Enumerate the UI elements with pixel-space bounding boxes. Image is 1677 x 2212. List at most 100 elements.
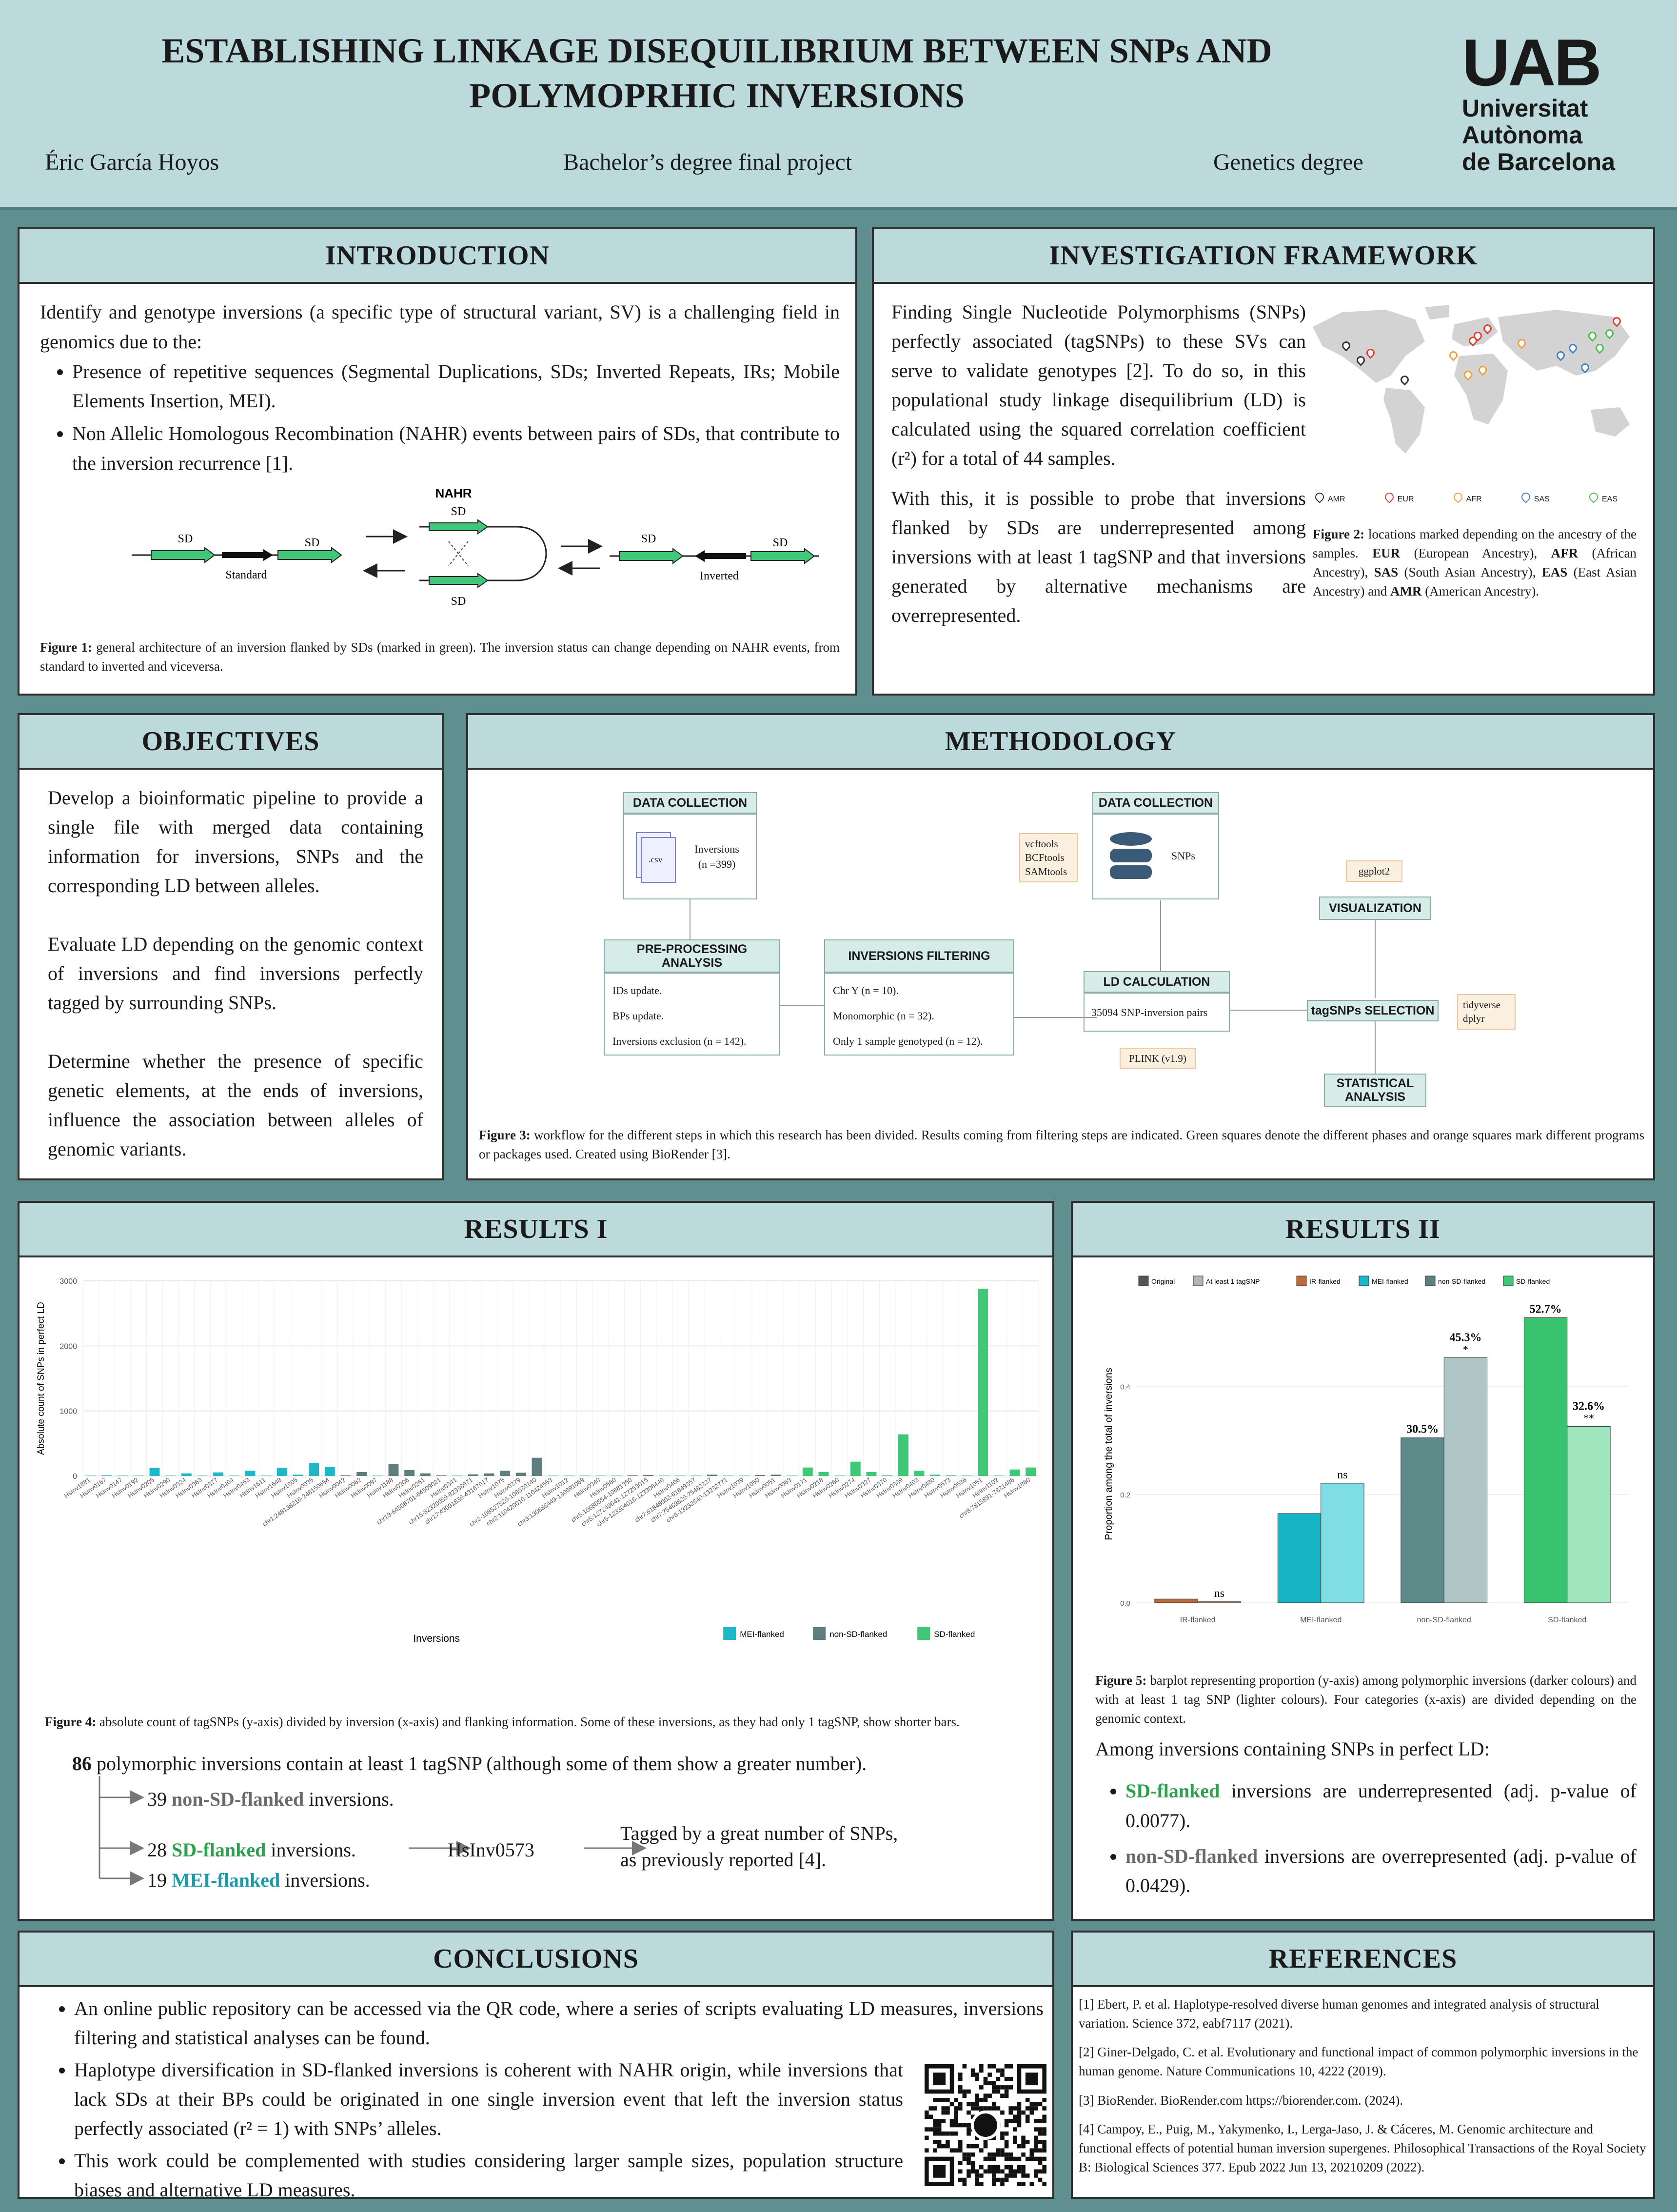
- data-collection-inversions-box: .csv Inversions (n =399): [623, 814, 757, 899]
- database-icon: [1110, 832, 1152, 881]
- bar: [404, 1470, 415, 1476]
- bar: [882, 1475, 893, 1476]
- map-pin-icon: [1447, 349, 1460, 361]
- bar: [101, 1475, 112, 1476]
- bar: [276, 1468, 287, 1476]
- introduction-panel: INTRODUCTION Identify and genotype inver…: [18, 227, 857, 696]
- y-tick-label: 1000: [59, 1408, 77, 1416]
- results2-heading: RESULTS II: [1073, 1203, 1653, 1257]
- bar: [1523, 1317, 1568, 1603]
- bar: [962, 1475, 972, 1476]
- bar: [770, 1475, 781, 1476]
- bar-annotation: 32.6%: [1573, 1400, 1605, 1413]
- author-name: Éric García Hoyos: [45, 149, 219, 175]
- sd-label: SD: [773, 537, 788, 549]
- bar: [866, 1472, 877, 1476]
- legend-swatch: [813, 1627, 826, 1640]
- map-legend-item: AFR: [1451, 491, 1482, 504]
- y-tick-label: 0.2: [1120, 1491, 1130, 1499]
- bar: [978, 1289, 988, 1476]
- legend-swatch: [1193, 1275, 1203, 1286]
- map-pin-icon: [1579, 361, 1591, 374]
- qr-code[interactable]: [925, 2064, 1046, 2186]
- bar: [468, 1474, 478, 1476]
- bar: [309, 1463, 319, 1476]
- figure3-caption: Figure 3: workflow for the different ste…: [479, 1128, 1645, 1162]
- bar: [643, 1475, 654, 1476]
- bar: [914, 1471, 925, 1476]
- x-tick-label: MEI-flanked: [1300, 1616, 1342, 1624]
- legend-label: SD-flanked: [934, 1630, 975, 1639]
- legend-label: non-SD-flanked: [1438, 1277, 1485, 1285]
- bar: [707, 1475, 717, 1476]
- legend-swatch: [1359, 1275, 1369, 1286]
- bar: [452, 1475, 463, 1476]
- legend-label: Original: [1151, 1277, 1175, 1285]
- introduction-bullets: Presence of repetitive sequences (Segmen…: [40, 357, 840, 478]
- references-list: [1] Ebert, P. et al. Haplotype-resolved …: [1079, 1995, 1649, 2177]
- map-pin-icon: [1382, 491, 1396, 503]
- legend-label: At least 1 tagSNP: [1206, 1277, 1260, 1285]
- ggplot-tool: ggplot2: [1346, 860, 1402, 882]
- bar: [754, 1475, 765, 1476]
- map-pin-icon: [1586, 330, 1598, 342]
- sd-label: SD: [451, 595, 466, 608]
- results2-panel: RESULTS II 0.0 0.2 0.4 IR-flanked MEI-flanke…: [1071, 1201, 1655, 1921]
- objective-item: Develop a bioinformatic pipeline to prov…: [48, 787, 423, 897]
- bar: [1197, 1601, 1242, 1603]
- bar: [372, 1475, 383, 1476]
- list-item: An online public repository can be acces…: [74, 1994, 1044, 2053]
- bar: [1026, 1467, 1036, 1476]
- results2-bullets: SD-flanked inversions are underrepresent…: [1095, 1776, 1637, 1904]
- uab-logo: UAB: [1462, 25, 1602, 100]
- framework-panel: INVESTIGATION FRAMEWORK Finding Single N…: [872, 227, 1655, 696]
- list-item: Haplotype diversification in SD-flanked …: [74, 2055, 903, 2143]
- figure5-caption: Figure 5: barplot representing proportio…: [1095, 1673, 1637, 1726]
- bar: [484, 1473, 494, 1476]
- visualization-box: VISUALIZATION: [1319, 897, 1431, 920]
- bar: [436, 1475, 447, 1476]
- objective-item: Determine whether the presence of specif…: [48, 1050, 423, 1160]
- filtering-box: Chr Y (n = 10). Monomorphic (n = 32). On…: [824, 973, 1014, 1056]
- map-pin-icon: [1587, 491, 1600, 503]
- map-pin-icon: [1477, 364, 1489, 376]
- data-collection-snps-title: DATA COLLECTION: [1092, 792, 1219, 814]
- y-tick-label: 0.0: [1120, 1599, 1130, 1608]
- bar: [118, 1475, 128, 1476]
- conclusions-panel: CONCLUSIONS An online public repository …: [18, 1931, 1054, 2201]
- conclusions-heading: CONCLUSIONS: [20, 1933, 1052, 1987]
- bar: [563, 1475, 574, 1476]
- hsinv0573-note: Tagged by a great number of SNPs, as prev…: [620, 1822, 898, 1871]
- map-pin-icon: [1481, 322, 1494, 335]
- sd-label: SD: [451, 505, 466, 518]
- plink-tool: PLINK (v1.9): [1120, 1048, 1196, 1070]
- inverted-label: Inverted: [700, 570, 739, 582]
- map-pin-icon: [1313, 491, 1326, 503]
- bar: [627, 1475, 638, 1476]
- y-tick-label: 0: [73, 1473, 77, 1481]
- bar: [165, 1475, 176, 1476]
- bar: [723, 1475, 733, 1476]
- bar-annotation: ns: [1214, 1587, 1224, 1600]
- reference-item: [2] Giner-Delgado, C. et al. Evolutionar…: [1079, 2045, 1638, 2079]
- data-collection-snps-box: SNPs: [1092, 814, 1219, 899]
- bar: [1401, 1437, 1444, 1603]
- map-pin-icon: [1594, 342, 1606, 354]
- figure4-caption: Figure 4: absolute count of tagSNPs (y-a…: [45, 1714, 960, 1729]
- legend-label: IR-flanked: [1309, 1277, 1341, 1285]
- legend-swatch: [1503, 1275, 1514, 1286]
- bar-annotation: 45.3%: [1449, 1332, 1481, 1344]
- map-pin-icon: [1355, 354, 1367, 366]
- bar: [548, 1475, 558, 1476]
- results1-panel: RESULTS I 0 1000 2000 3000 HsInv1881 HsInv016…: [18, 1201, 1054, 1921]
- map-pin-icon: [1399, 374, 1411, 386]
- ld-calculation-title: LD CALCULATION: [1084, 971, 1230, 993]
- summary-arrows: [99, 1776, 647, 1886]
- ld-calculation-box: 35094 SNP-inversion pairs: [1084, 993, 1230, 1032]
- list-item: non-SD-flanked inversions are overrepres…: [1125, 1842, 1637, 1901]
- tool-list-snp: vcftools BCFtools SAMtools: [1019, 833, 1078, 883]
- y-axis-label: Proportion among the total of inversions: [1104, 1368, 1114, 1540]
- nahr-diagram: NAHR SD SD Standard SD SD SD SD Inverted: [132, 486, 819, 608]
- bar: [261, 1475, 272, 1476]
- map-pin-icon: [1567, 342, 1579, 354]
